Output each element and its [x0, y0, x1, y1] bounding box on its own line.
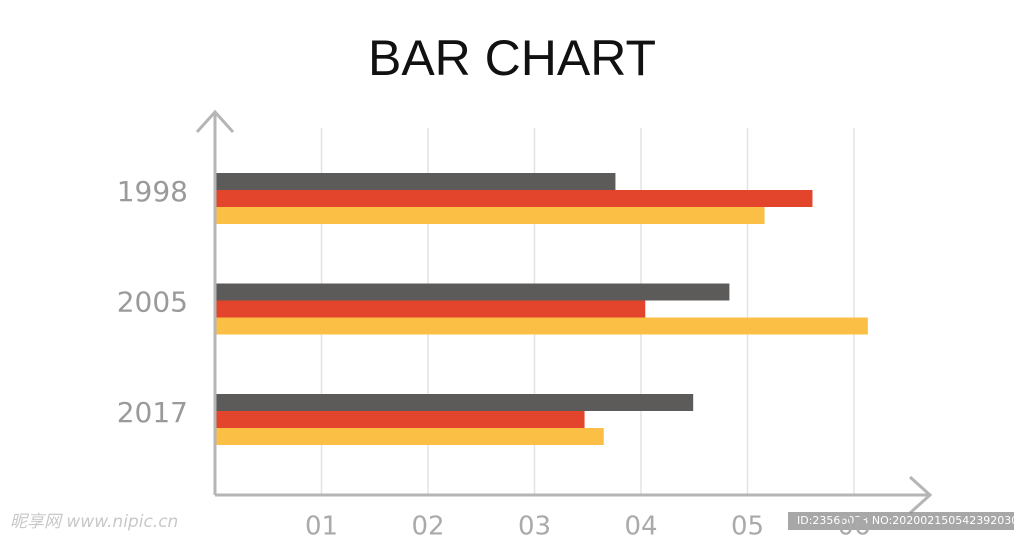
bar: [215, 190, 813, 207]
x-tick-label: 06: [837, 512, 870, 541]
x-tick-label: 01: [305, 512, 338, 541]
bar: [215, 173, 616, 190]
bar: [215, 283, 730, 301]
watermark-bg: [788, 512, 1014, 530]
x-tick-label: 03: [518, 512, 551, 541]
bar: [215, 411, 585, 428]
y-tick-label: 1998: [117, 175, 188, 208]
x-tick-label: 04: [624, 512, 657, 541]
bar: [215, 428, 604, 445]
y-tick-label: 2017: [117, 396, 188, 429]
bar: [215, 394, 694, 411]
x-tick-label: 05: [731, 512, 764, 541]
bar: [215, 317, 868, 335]
x-tick-label: 02: [411, 512, 444, 541]
watermark: 昵享网 www.nipic.cn: [10, 512, 178, 532]
x-axis-arrow: [908, 475, 933, 515]
y-tick-label: 2005: [117, 286, 188, 319]
y-axis-arrow: [195, 109, 235, 134]
chart-title: BAR CHART: [368, 30, 656, 86]
watermark: ID:23566073 NO:20200215054239203089: [797, 514, 1024, 527]
bars: [215, 173, 868, 445]
bar: [215, 300, 646, 318]
bar: [215, 207, 765, 224]
